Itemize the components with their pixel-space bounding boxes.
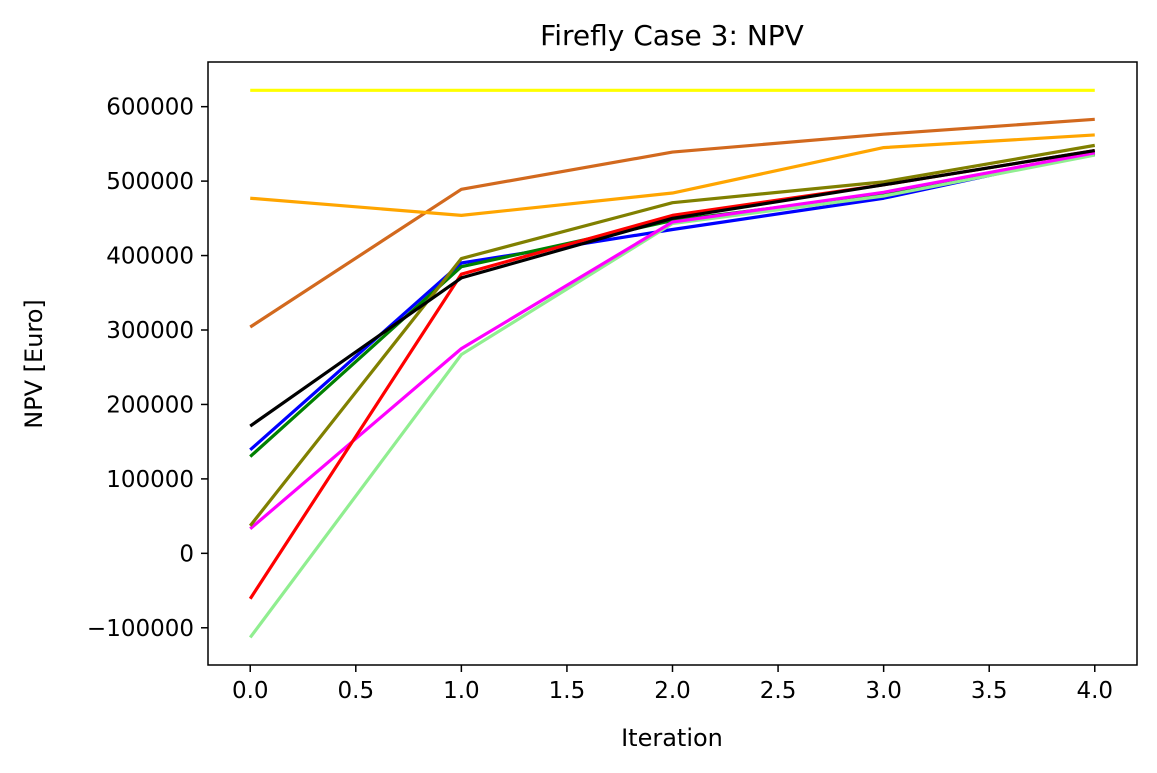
x-axis: 0.0 0.5 1.0 1.5 2.0 2.5 3.0 3.5 4.0 <box>232 665 1113 704</box>
series-layer <box>248 88 1096 639</box>
y-tick-label: −100000 <box>87 616 194 642</box>
y-tick-label: 200000 <box>106 392 194 418</box>
series-line-9 <box>248 143 1096 527</box>
y-axis-label: NPV [Euro] <box>20 299 48 429</box>
x-tick-label: 3.0 <box>865 678 902 704</box>
x-tick-label: 2.0 <box>654 678 691 704</box>
x-tick-label: 4.0 <box>1076 678 1113 704</box>
series-line-5 <box>249 152 1096 458</box>
series-line-10 <box>249 149 1096 428</box>
chart-title: Firefly Case 3: NPV <box>540 19 804 52</box>
x-tick-label: 2.5 <box>760 678 797 704</box>
y-axis: −100000 0 100000 200000 300000 400000 500000 60… <box>87 95 208 642</box>
x-tick-label: 1.0 <box>443 678 480 704</box>
series-line-7 <box>249 151 1096 530</box>
y-tick-label: 500000 <box>106 169 194 195</box>
series-line-2 <box>249 117 1095 329</box>
y-tick-label: 600000 <box>106 95 194 121</box>
y-tick-label: 0 <box>179 541 194 567</box>
y-tick-label: 100000 <box>106 467 194 493</box>
x-tick-label: 1.5 <box>549 678 586 704</box>
x-axis-label: Iteration <box>621 724 723 752</box>
x-tick-label: 0.0 <box>232 678 269 704</box>
x-tick-label: 0.5 <box>338 678 375 704</box>
series-line-3 <box>250 133 1095 217</box>
y-tick-label: 400000 <box>106 244 194 270</box>
y-tick-label: 300000 <box>106 318 194 344</box>
x-tick-label: 3.5 <box>971 678 1008 704</box>
series-line-6 <box>248 153 1096 639</box>
